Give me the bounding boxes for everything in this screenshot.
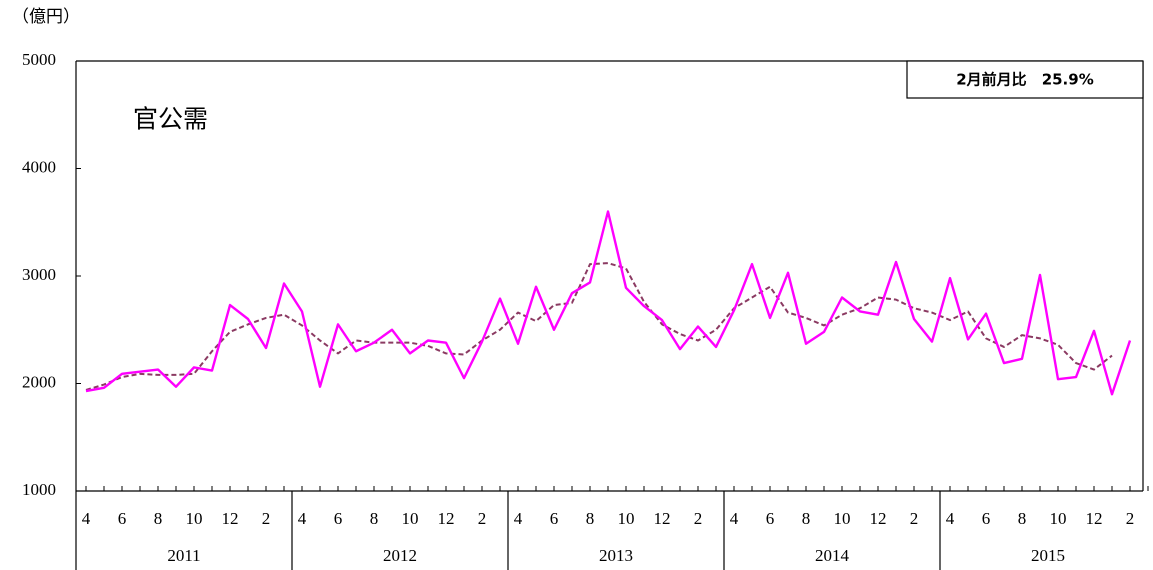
x-tick-label: 4 bbox=[514, 509, 523, 528]
x-tick-label: 10 bbox=[402, 509, 419, 528]
x-tick-label: 10 bbox=[186, 509, 203, 528]
x-tick-label: 12 bbox=[654, 509, 671, 528]
x-tick-label: 2 bbox=[262, 509, 271, 528]
y-tick-label: 2000 bbox=[22, 372, 56, 391]
group-label: 2012 bbox=[383, 546, 417, 565]
x-tick-label: 4 bbox=[730, 509, 739, 528]
x-tick-label: 8 bbox=[802, 509, 811, 528]
x-tick-label: 2 bbox=[910, 509, 919, 528]
chart-title: 官公需 bbox=[133, 106, 208, 134]
x-tick-label: 2 bbox=[1126, 509, 1135, 528]
x-tick-label: 6 bbox=[118, 509, 127, 528]
x-tick-label: 8 bbox=[154, 509, 163, 528]
group-label: 2015 bbox=[1031, 546, 1065, 565]
unit-label: （億円） bbox=[12, 7, 80, 26]
group-label: 2014 bbox=[815, 546, 850, 565]
data-line bbox=[85, 262, 1113, 391]
x-tick-label: 12 bbox=[870, 509, 887, 528]
x-tick-label: 10 bbox=[1050, 509, 1067, 528]
x-tick-label: 12 bbox=[1086, 509, 1103, 528]
x-tick-label: 6 bbox=[334, 509, 343, 528]
x-tick-label: 2 bbox=[478, 509, 487, 528]
x-tick-label: 8 bbox=[370, 509, 379, 528]
x-tick-label: 4 bbox=[946, 509, 955, 528]
x-tick-label: 10 bbox=[834, 509, 851, 528]
x-tick-label: 6 bbox=[982, 509, 991, 528]
x-tick-label: 8 bbox=[1018, 509, 1027, 528]
y-tick-label: 1000 bbox=[22, 480, 56, 499]
data-line bbox=[85, 210, 1132, 396]
y-tick-label: 3000 bbox=[22, 265, 56, 284]
annotation-box bbox=[906, 60, 1144, 99]
annotation: 2月前月比 25.9% bbox=[956, 71, 1093, 89]
x-tick-label: 4 bbox=[298, 509, 307, 528]
x-tick-label: 8 bbox=[586, 509, 595, 528]
x-tick-label: 2 bbox=[694, 509, 703, 528]
group-label: 2013 bbox=[599, 546, 633, 565]
x-tick-label: 4 bbox=[82, 509, 91, 528]
x-tick-label: 12 bbox=[438, 509, 455, 528]
x-tick-label: 6 bbox=[550, 509, 559, 528]
x-tick-label: 12 bbox=[222, 509, 239, 528]
x-tick-label: 6 bbox=[766, 509, 775, 528]
group-label: 2011 bbox=[167, 546, 200, 565]
y-tick-label: 4000 bbox=[22, 157, 56, 176]
x-tick-label: 10 bbox=[618, 509, 635, 528]
y-tick-label: 5000 bbox=[22, 50, 56, 69]
